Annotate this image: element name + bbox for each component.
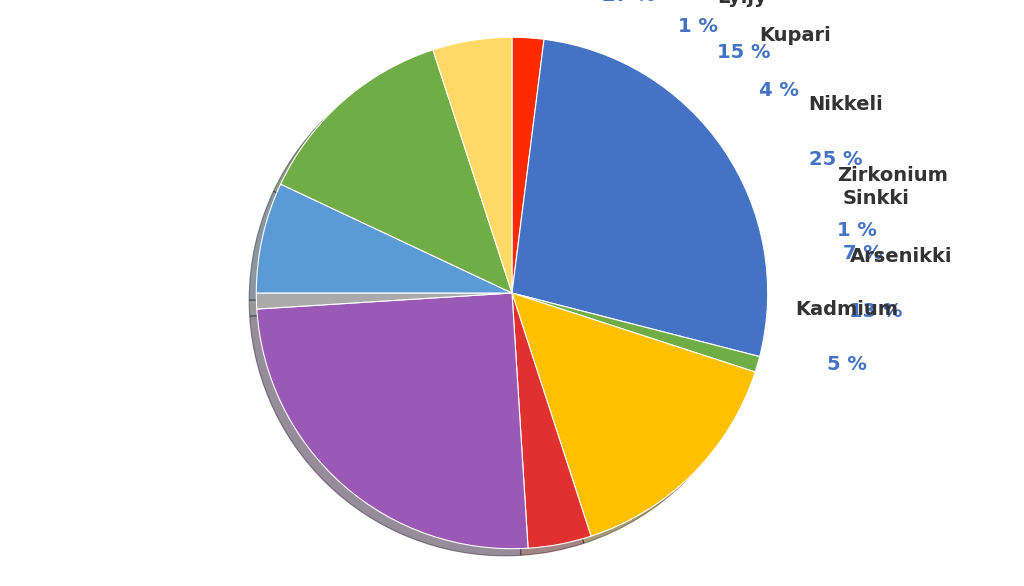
Wedge shape [512,39,768,357]
Text: Nikkeli: Nikkeli [809,95,884,114]
Text: 1 %: 1 % [678,17,718,36]
Text: Kadmium: Kadmium [796,300,898,319]
Text: 25 %: 25 % [809,150,862,169]
Text: Arsenikki: Arsenikki [850,247,952,266]
Text: 4 %: 4 % [759,81,799,100]
Wedge shape [257,293,528,548]
Wedge shape [512,293,755,536]
Text: 1 %: 1 % [838,221,878,240]
Wedge shape [512,293,760,372]
Wedge shape [256,184,512,293]
Text: Zirkonium: Zirkonium [838,166,948,185]
Text: 7 %: 7 % [843,244,883,263]
Wedge shape [512,293,591,548]
Text: Sinkki: Sinkki [843,189,909,208]
Wedge shape [433,38,512,293]
Wedge shape [281,50,512,293]
Text: 13 %: 13 % [850,302,903,321]
Text: Kupari: Kupari [759,26,830,45]
Text: 15 %: 15 % [718,43,771,62]
Wedge shape [512,38,544,293]
Text: Lyijy: Lyijy [718,0,767,7]
Wedge shape [256,293,512,309]
Text: 5 %: 5 % [826,355,866,374]
Text: 27 %: 27 % [602,0,655,5]
